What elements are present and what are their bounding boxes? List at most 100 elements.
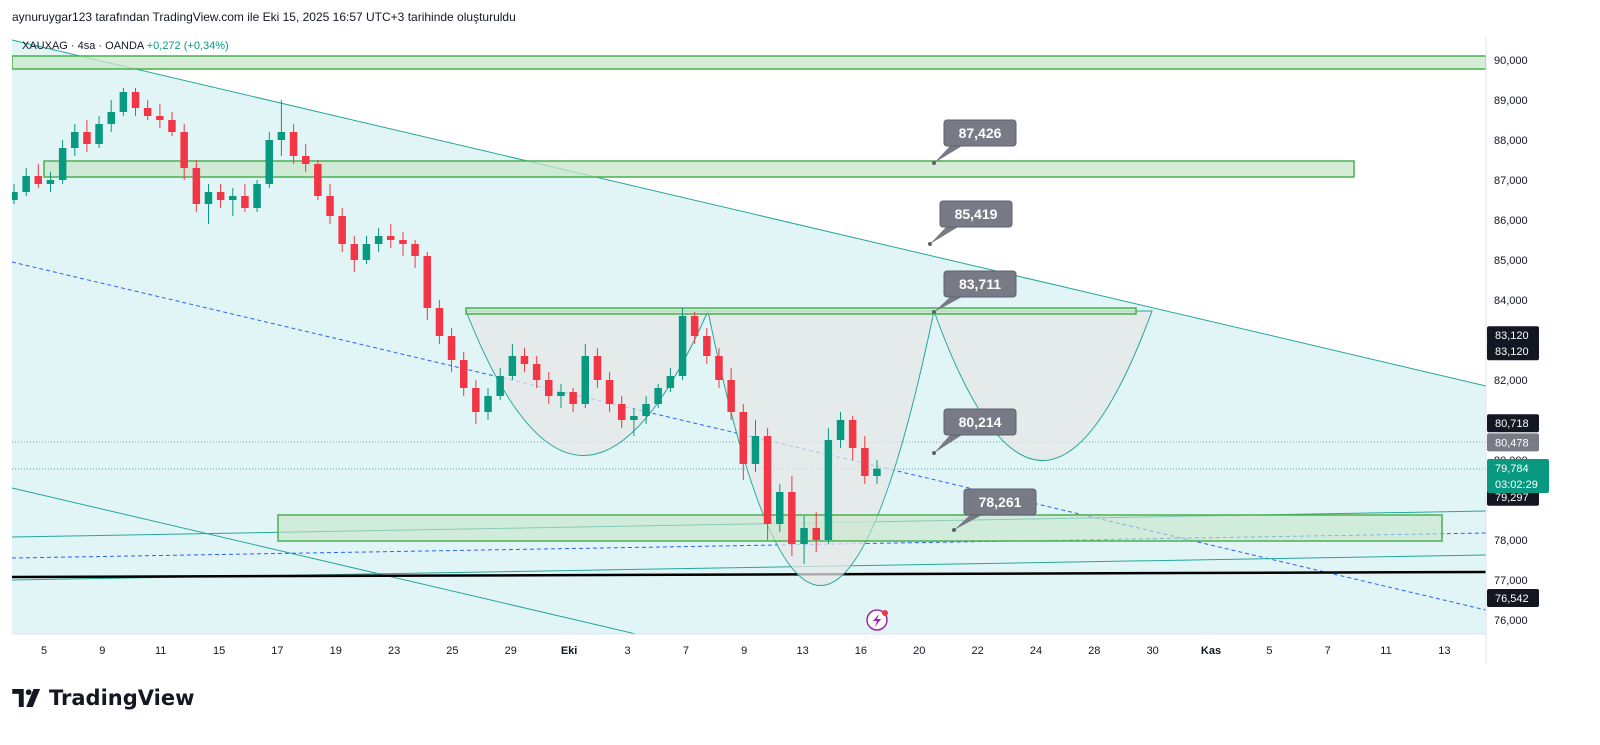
callout-label-3: 80,214 [959,414,1002,430]
channel-upper-line [12,39,1486,387]
candle-65 [800,516,808,564]
price-tag-label-0: 83,120 [1495,330,1529,342]
candle-63 [776,484,784,532]
candle-30 [374,228,383,252]
candle-10 [131,88,140,116]
candle-48 [593,348,602,388]
candle-29 [362,236,371,264]
time-tick-14: 16 [855,645,867,657]
candle-55 [678,308,687,380]
price-tag-2: 80,718 [1487,414,1539,433]
support-line [12,570,1486,579]
candle-21 [265,132,273,188]
price-tick-1: 89,000 [1494,95,1528,107]
candle-53 [654,384,662,408]
time-tick-1: 9 [99,645,105,657]
price-tick-5: 85,000 [1494,255,1528,267]
price-tick-6: 84,000 [1494,295,1528,307]
callout-label-0: 87,426 [959,125,1002,141]
candle-11 [143,100,152,120]
candle-62 [763,428,772,540]
time-tick-5: 19 [330,645,342,657]
time-tick-10: 3 [624,645,630,657]
candle-32 [399,232,407,256]
time-tick-23: 11 [1380,645,1391,657]
candle-26 [326,184,334,224]
candle-44 [545,372,553,404]
candle-22 [277,100,286,156]
candle-35 [435,300,444,344]
candles-group [12,88,881,564]
candle-41 [508,344,517,380]
time-tick-18: 28 [1088,645,1100,657]
candle-60 [739,404,747,480]
time-tick-0: 5 [41,645,47,657]
last-price-tag: 79,784 03:02:29 [1487,459,1549,493]
callout-2[interactable]: 83,711 [932,270,1017,314]
time-tick-12: 9 [741,645,747,657]
price-tag-label-1: 83,120 [1495,346,1529,358]
time-tick-6: 23 [388,645,400,657]
candle-42 [520,348,529,372]
price-tag-label-3: 80,478 [1495,437,1529,449]
symbol-legend[interactable]: XAUXAG · 4sa · OANDA +0,272 (+0,34%) [22,40,229,52]
time-tick-21: 5 [1266,645,1272,657]
candle-7 [95,116,103,148]
candle-12 [156,104,164,128]
candle-50 [618,396,626,428]
candle-34 [423,252,431,320]
price-tag-label-4: 79,297 [1495,492,1529,504]
symbol-info: XAUXAG · 4sa · OANDA [22,40,144,52]
candle-43 [532,356,541,388]
price-tag-label-2: 80,718 [1495,418,1529,430]
candle-24 [302,144,310,172]
price-tag-1: 83,120 [1487,342,1539,361]
price-axis[interactable]: 90,000 89,000 88,000 87,000 86,000 85,000 84,0… [1494,55,1528,627]
tradingview-brand[interactable]: TradingView [12,686,194,710]
callout-4[interactable]: 78,261 [952,488,1037,532]
price-tick-0: 90,000 [1494,55,1528,67]
candle-19 [241,184,249,212]
callout-3[interactable]: 80,214 [932,408,1017,455]
candle-67 [824,428,833,544]
price-change: +0,272 (+0,34%) [146,40,229,52]
candle-51 [630,408,638,436]
price-tick-11: 76,000 [1494,615,1528,627]
candle-45 [557,384,565,408]
zone-83-7 [465,307,1137,315]
candle-46 [569,388,577,412]
time-axis[interactable]: 5 9 11 15 17 19 23 25 29 Eki 3 7 9 13 16 20 22 24 28 30 Kas 5… [41,645,1451,657]
candle-61 [751,420,760,472]
price-tag-5: 76,542 [1487,589,1539,607]
candle-18 [229,188,237,216]
candle-3 [46,172,55,192]
time-tick-19: 30 [1147,645,1159,657]
event-flash-icon[interactable] [866,609,888,631]
callout-1[interactable]: 85,419 [928,200,1013,246]
candle-68 [836,412,845,448]
time-tick-17: 24 [1030,645,1042,657]
candle-58 [715,348,723,388]
candle-52 [642,396,650,424]
countdown-value: 03:02:29 [1495,479,1538,491]
candle-2 [34,164,42,188]
candle-56 [690,312,699,344]
candle-40 [496,368,504,400]
candle-70 [861,436,869,484]
candle-71 [873,460,881,484]
time-tick-9: Eki [561,645,578,657]
candle-23 [289,124,298,164]
candle-66 [812,512,820,552]
price-tags: 83,120 83,120 80,718 80,478 79,297 76,542 [1487,326,1539,607]
candle-38 [472,380,480,424]
candle-31 [387,224,395,248]
callout-0[interactable]: 87,426 [932,119,1017,165]
candle-25 [314,160,322,200]
candle-8 [107,100,115,132]
candle-69 [848,416,857,460]
price-tick-9: 78,000 [1494,535,1528,547]
candle-15 [192,160,201,212]
candle-64 [788,476,796,556]
price-tick-3: 87,000 [1494,175,1528,187]
